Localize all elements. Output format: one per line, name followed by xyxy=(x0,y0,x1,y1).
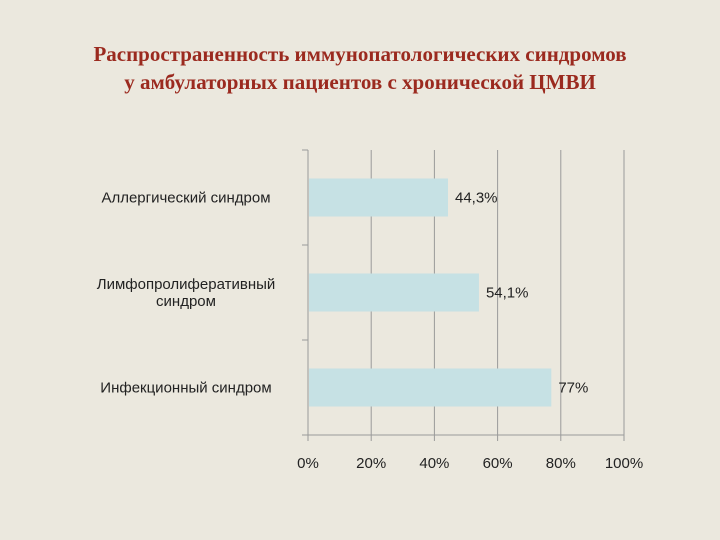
bar xyxy=(309,273,479,312)
category-label-line: Лимфопролиферативный xyxy=(97,276,276,293)
category-label-line: Аллергический синдром xyxy=(101,190,270,207)
category-label-line: Инфекционный синдром xyxy=(100,380,271,397)
x-tick-label: 0% xyxy=(297,455,319,472)
category-label: Аллергический синдром xyxy=(101,190,270,207)
category-label: Инфекционный синдром xyxy=(100,380,271,397)
value-label: 44,3% xyxy=(455,190,498,207)
x-tick-label: 100% xyxy=(605,455,643,472)
category-label-line: синдром xyxy=(156,293,216,310)
x-tick-label: 20% xyxy=(356,455,386,472)
value-label: 54,1% xyxy=(486,285,529,302)
bar xyxy=(309,368,552,407)
title-line-2: у амбулаторных пациентов с хронической Ц… xyxy=(124,70,596,94)
value-label: 77% xyxy=(558,380,588,397)
x-tick-label: 80% xyxy=(546,455,576,472)
x-tick-label: 60% xyxy=(483,455,513,472)
title-line-1: Распространенность иммунопатологических … xyxy=(93,42,627,66)
category-label: Лимфопролиферативный синдром xyxy=(97,276,276,310)
bar xyxy=(309,178,448,217)
x-tick-label: 40% xyxy=(419,455,449,472)
slide-title: Распространенность иммунопатологических … xyxy=(0,40,720,96)
